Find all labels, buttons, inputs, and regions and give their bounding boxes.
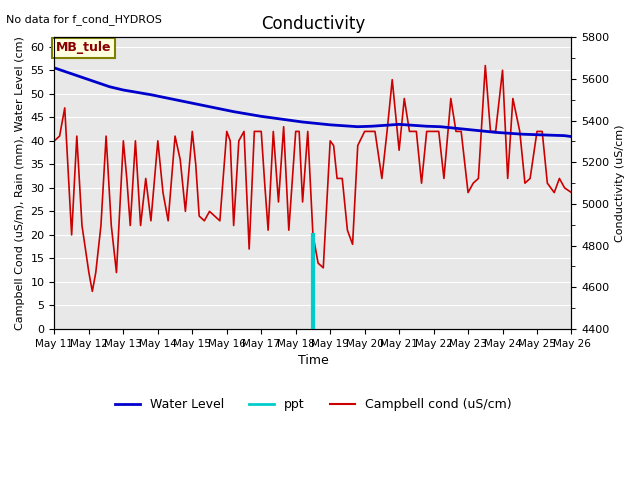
Text: MB_tule: MB_tule: [56, 41, 111, 54]
Legend: Water Level, ppt, Campbell cond (uS/cm): Water Level, ppt, Campbell cond (uS/cm): [109, 393, 516, 416]
X-axis label: Time: Time: [298, 354, 328, 367]
Text: No data for f_cond_HYDROS: No data for f_cond_HYDROS: [6, 14, 163, 25]
Y-axis label: Campbell Cond (uS/m), Rain (mm), Water Level (cm): Campbell Cond (uS/m), Rain (mm), Water L…: [15, 36, 25, 330]
Y-axis label: Conductivity (uS/cm): Conductivity (uS/cm): [615, 124, 625, 242]
Title: Conductivity: Conductivity: [261, 15, 365, 33]
